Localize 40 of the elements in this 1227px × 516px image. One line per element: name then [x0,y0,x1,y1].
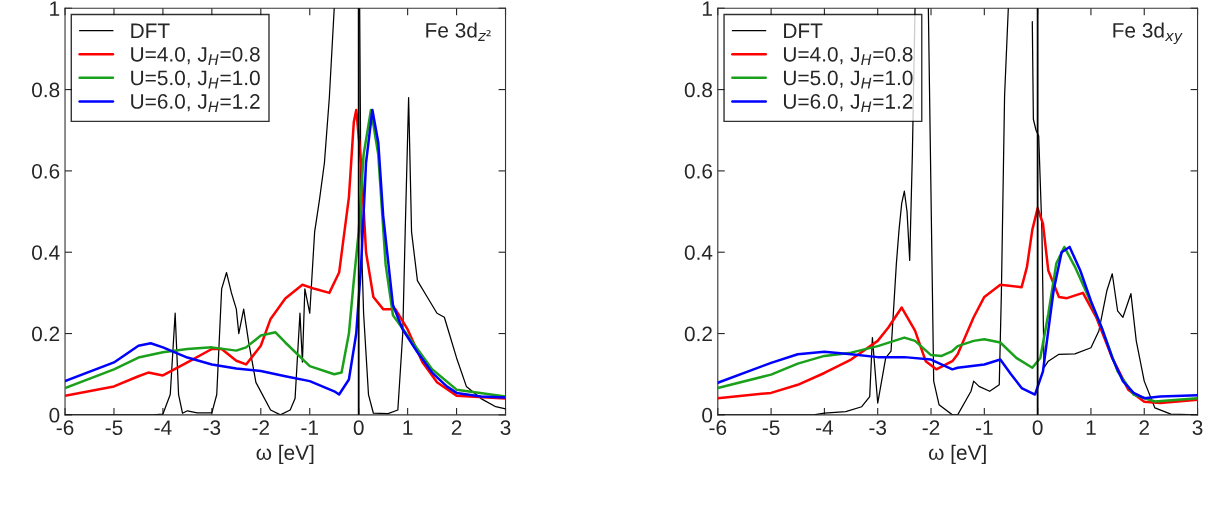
x-tick-label: 3 [1192,420,1203,436]
y-tick-label: 0.6 [684,163,713,179]
x-axis-title: ω [eV] [256,444,314,465]
legend-label: U=6.0, J$_{H}$=1.2 [131,94,260,113]
legend-label: U=5.0, J$_{H}$=1.0 [131,70,260,89]
legend-label: U=4.0, J$_{H}$=0.8 [783,46,913,65]
x-tick-label: -3 [203,420,221,436]
annotation: Fe 3d$_{xy}$ [1113,22,1183,45]
legend-label: U=6.0, J$_{H}$=1.2 [783,94,913,113]
legend-label: U=4.0, J$_{H}$=0.8 [131,46,260,65]
x-tick-label: -5 [105,420,123,436]
y-tick-label: 1 [50,1,60,16]
x-tick-label: -4 [154,420,172,435]
y-tick-label: 1 [702,1,712,16]
x-tick-label: -5 [762,420,780,436]
x-tick-label: -2 [922,420,940,435]
x-tick-label: 2 [451,420,462,435]
x-tick-label: 1 [403,420,413,435]
x-axis-title: ω [eV] [928,444,986,465]
annotation: Fe 3d$_{z²}$ [426,22,491,41]
x-tick-label: -4 [816,420,834,435]
x-tick-label: 0 [1032,420,1043,436]
x-tick-label: 0 [353,420,364,436]
x-tick-label: -1 [301,420,318,435]
x-tick-label: 2 [1139,420,1149,435]
y-tick-label: 0.2 [684,326,712,342]
y-tick-label: 0.4 [32,245,60,260]
legend-label: DFT [131,23,170,38]
x-tick-label: -2 [252,420,270,435]
y-tick-label: 0.8 [32,82,60,98]
y-tick-label: 0.6 [32,163,60,179]
y-tick-label: 0.8 [684,82,713,98]
y-tick-label: 0.2 [32,326,60,342]
x-tick-label: -3 [869,420,887,436]
x-tick-label: 1 [1086,420,1096,435]
legend-label: U=5.0, J$_{H}$=1.0 [783,70,913,89]
x-tick-label: -1 [975,420,993,435]
y-tick-label: 0.4 [684,245,713,260]
legend-label: DFT [784,23,823,38]
x-tick-label: 3 [500,420,511,436]
